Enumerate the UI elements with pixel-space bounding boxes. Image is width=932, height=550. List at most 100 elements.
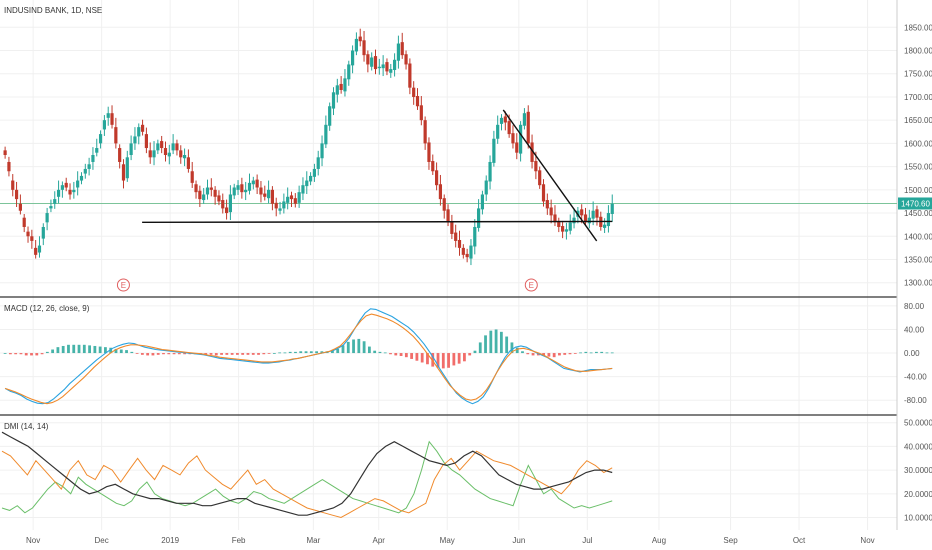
macd-histogram-bar [341, 345, 345, 354]
macd-histogram-bar [72, 344, 76, 354]
dmi-pane[interactable] [1, 431, 613, 519]
macd-histogram-bar [610, 352, 614, 354]
macd-histogram-bar [114, 348, 118, 354]
candle-body [186, 157, 190, 169]
candle-body [591, 210, 595, 219]
candle-body [331, 92, 336, 109]
price-scale[interactable]: 1850.00 1800.00 1750.00 1700.00 1650.00 1600.… [898, 23, 932, 523]
candle-body [56, 189, 61, 197]
gridlines [0, 0, 897, 530]
candle-body [289, 195, 294, 200]
candle-body [385, 62, 389, 72]
candle-body [308, 175, 313, 182]
candle-body [442, 198, 446, 211]
x-tick-label: Oct [793, 536, 806, 545]
candle-body [339, 83, 343, 90]
candle-body [366, 54, 370, 65]
macd-histogram-bar [589, 352, 593, 354]
macd-histogram-bar [109, 347, 113, 354]
macd-histogram-bar [426, 353, 429, 365]
current-price-label: 1470.60 [901, 199, 930, 208]
macd-histogram-bar [88, 345, 91, 354]
support-line[interactable] [142, 220, 613, 224]
candle-body [297, 192, 301, 203]
candle-body [228, 194, 232, 213]
candle-body [110, 113, 114, 125]
y-tick-label: 1700.00 [904, 93, 932, 102]
macd-histogram-bar [431, 353, 435, 367]
candle-body [160, 141, 164, 149]
candle-body [293, 198, 297, 204]
macd-histogram-bar [499, 331, 503, 354]
candle-body [408, 63, 412, 88]
macd-histogram-bar [547, 353, 551, 357]
macd-histogram-bar [294, 351, 297, 354]
macd-histogram-bar [410, 353, 414, 359]
candle-body [133, 136, 137, 144]
macd-histogram-bar [8, 353, 12, 355]
candle-body [278, 208, 282, 211]
y-tick-label: 40.0000 [904, 442, 932, 451]
time-scale[interactable]: Nov Dec 2019 Feb Mar Apr May Jun Jul Aug Sep Oct Nov [26, 536, 875, 545]
candle-body [240, 184, 244, 193]
candle-body [603, 224, 607, 228]
candle-body [549, 207, 553, 216]
macd-histogram-bar [494, 329, 498, 354]
macd-histogram-bar [214, 353, 218, 356]
candle-body [106, 113, 110, 118]
macd-histogram-bar [573, 353, 577, 354]
macd-pane[interactable] [3, 308, 614, 405]
candle-body [163, 148, 168, 155]
candle-body [412, 87, 416, 97]
macd-histogram-bar [146, 353, 150, 356]
macd-histogram-bar [35, 353, 39, 356]
candle-body [312, 168, 317, 177]
macd-histogram-bar [151, 353, 155, 356]
macd-histogram-bar [204, 353, 208, 355]
macd-histogram-bar [56, 347, 60, 354]
x-tick-label: Jul [582, 536, 592, 545]
earnings-marker[interactable] [116, 278, 130, 292]
macd-histogram-bar [399, 353, 403, 356]
macd-histogram-bar [241, 353, 245, 355]
candle-body [534, 161, 538, 172]
candle-body [179, 150, 183, 158]
candle-body [427, 142, 431, 162]
current-price-badge [898, 197, 932, 210]
macd-histogram-bar [579, 352, 582, 354]
macd-histogram-bar [510, 342, 514, 354]
candle-body [450, 221, 454, 234]
candle-body [320, 143, 324, 159]
candle-body [419, 105, 423, 121]
candle-body [270, 189, 275, 204]
earnings-marker-label: E [121, 281, 126, 290]
macd-histogram-bar [473, 350, 477, 354]
candle-body [87, 164, 91, 169]
macd-histogram-bar [177, 353, 181, 355]
candle-body [480, 194, 485, 210]
candle-body [461, 247, 465, 255]
candle-body [286, 196, 290, 203]
candle-body [545, 200, 549, 209]
earnings-marker[interactable] [524, 278, 538, 292]
macd-histogram-bar [389, 353, 392, 355]
macd-histogram-bar [331, 350, 334, 354]
macd-histogram-bar [362, 341, 366, 354]
candle-body [492, 138, 496, 163]
resistance-line[interactable] [502, 109, 598, 242]
candle-body [182, 155, 187, 159]
candle-body [114, 127, 118, 144]
x-tick-label: Feb [232, 536, 246, 545]
candle-body [606, 213, 611, 227]
macd-histogram-bar [257, 353, 260, 355]
x-tick-label: Jun [512, 536, 525, 545]
candle-body [251, 180, 255, 185]
candle-body [503, 116, 507, 123]
candle-body [171, 143, 175, 151]
candle-body [14, 189, 19, 200]
candle-body [446, 209, 450, 223]
candle-body [377, 66, 381, 69]
candle-body [26, 231, 30, 237]
candle-body [507, 121, 511, 135]
